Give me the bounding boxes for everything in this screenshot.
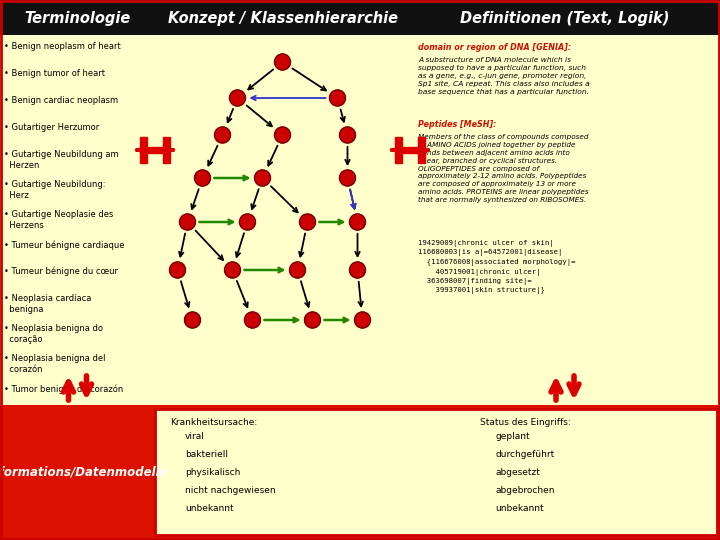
Circle shape bbox=[225, 262, 240, 278]
Text: abgebrochen: abgebrochen bbox=[495, 486, 554, 495]
Text: • Benign neoplasm of heart: • Benign neoplasm of heart bbox=[4, 42, 121, 51]
Text: Krankheitsursache:: Krankheitsursache: bbox=[170, 418, 257, 427]
Bar bbox=[395, 137, 402, 163]
Text: • Gutartige Neoplasie des: • Gutartige Neoplasie des bbox=[4, 210, 113, 219]
Text: Informations/Datenmodelle: Informations/Datenmodelle bbox=[0, 465, 168, 478]
Text: benigna: benigna bbox=[4, 305, 43, 314]
Text: • Gutartiger Herzumor: • Gutartiger Herzumor bbox=[4, 123, 99, 132]
Text: domain or region of DNA [GENIA]:: domain or region of DNA [GENIA]: bbox=[418, 43, 571, 52]
Text: unbekannt: unbekannt bbox=[495, 504, 544, 513]
Bar bbox=[140, 137, 147, 163]
Text: Terminologie: Terminologie bbox=[24, 10, 130, 25]
Text: 19429009|chronic ulcer of skin|
116680003|is a|=64572001|disease|
  {116676008|a: 19429009|chronic ulcer of skin| 11668000… bbox=[418, 240, 575, 294]
Text: • Tumeur bénigne cardiaque: • Tumeur bénigne cardiaque bbox=[4, 240, 125, 249]
Circle shape bbox=[230, 90, 246, 106]
Circle shape bbox=[354, 312, 371, 328]
Circle shape bbox=[240, 214, 256, 230]
Text: unbekannt: unbekannt bbox=[185, 504, 233, 513]
Circle shape bbox=[184, 312, 200, 328]
Text: A substructure of DNA molecule which is
supposed to have a particular function, : A substructure of DNA molecule which is … bbox=[418, 57, 590, 94]
Circle shape bbox=[254, 170, 271, 186]
Bar bbox=[163, 137, 170, 163]
Circle shape bbox=[349, 214, 366, 230]
Text: Definitionen (Text, Logik): Definitionen (Text, Logik) bbox=[460, 10, 670, 25]
Circle shape bbox=[305, 312, 320, 328]
Text: Status des Eingriffs:: Status des Eingriffs: bbox=[480, 418, 571, 427]
Text: geplant: geplant bbox=[495, 432, 530, 441]
Circle shape bbox=[340, 170, 356, 186]
Text: • Benign tumor of heart: • Benign tumor of heart bbox=[4, 69, 105, 78]
Circle shape bbox=[330, 90, 346, 106]
Circle shape bbox=[194, 170, 210, 186]
Circle shape bbox=[169, 262, 186, 278]
Text: nicht nachgewiesen: nicht nachgewiesen bbox=[185, 486, 276, 495]
Text: • Gutartige Neubildung:: • Gutartige Neubildung: bbox=[4, 180, 106, 189]
Bar bbox=[418, 137, 425, 163]
Bar bbox=[155, 409, 717, 535]
Text: • Gutartige Neubildung am: • Gutartige Neubildung am bbox=[4, 150, 119, 159]
Bar bbox=[0, 405, 720, 540]
Circle shape bbox=[274, 54, 290, 70]
Bar bbox=[0, 0, 720, 35]
Text: • Tumeur bénigne du cœur: • Tumeur bénigne du cœur bbox=[4, 267, 118, 276]
Bar bbox=[147, 147, 163, 153]
Text: physikalisch: physikalisch bbox=[185, 468, 240, 477]
Text: Peptides [MeSH]:: Peptides [MeSH]: bbox=[418, 120, 496, 129]
Bar bbox=[402, 147, 418, 153]
Text: • Neoplasia benigna del: • Neoplasia benigna del bbox=[4, 354, 106, 363]
Circle shape bbox=[274, 127, 290, 143]
Circle shape bbox=[349, 262, 366, 278]
Circle shape bbox=[300, 214, 315, 230]
Text: Herzen: Herzen bbox=[4, 161, 40, 170]
Text: abgesetzt: abgesetzt bbox=[495, 468, 540, 477]
Circle shape bbox=[289, 262, 305, 278]
Text: Herz: Herz bbox=[4, 191, 29, 200]
Text: • Neoplasia cardíaca: • Neoplasia cardíaca bbox=[4, 294, 91, 303]
Text: bakteriell: bakteriell bbox=[185, 450, 228, 459]
Text: • Tumor benigno do corazón: • Tumor benigno do corazón bbox=[4, 384, 123, 394]
Text: durchgeführt: durchgeführt bbox=[495, 450, 554, 459]
Text: Herzens: Herzens bbox=[4, 221, 44, 230]
Bar bbox=[0, 35, 720, 405]
Text: coração: coração bbox=[4, 335, 42, 344]
Text: • Neoplasia benigna do: • Neoplasia benigna do bbox=[4, 324, 103, 333]
Text: Konzept / Klassenhierarchie: Konzept / Klassenhierarchie bbox=[168, 10, 397, 25]
Text: viral: viral bbox=[185, 432, 205, 441]
Circle shape bbox=[215, 127, 230, 143]
Text: • Benign cardiac neoplasm: • Benign cardiac neoplasm bbox=[4, 96, 118, 105]
Circle shape bbox=[179, 214, 196, 230]
Circle shape bbox=[245, 312, 261, 328]
Text: corazón: corazón bbox=[4, 365, 42, 374]
Text: Members of the class of compounds composed
of AMINO ACIDS joined together by pep: Members of the class of compounds compos… bbox=[418, 134, 589, 203]
Circle shape bbox=[340, 127, 356, 143]
